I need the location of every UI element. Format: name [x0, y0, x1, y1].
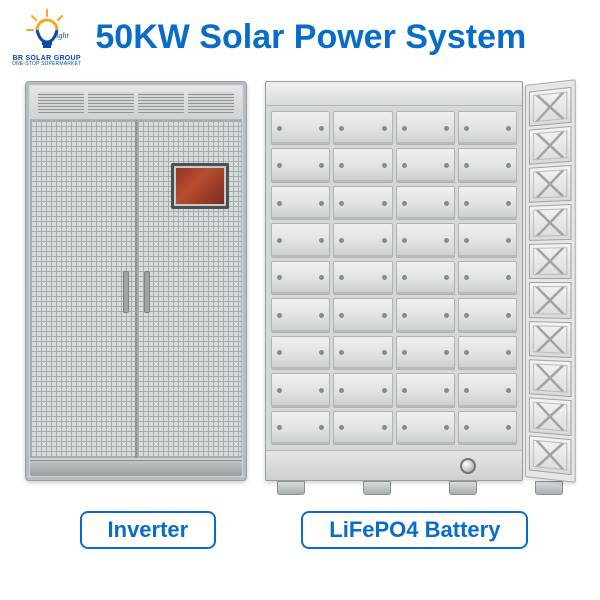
battery-module [333, 261, 392, 295]
battery-side-frame [525, 79, 576, 483]
battery-module [333, 186, 392, 220]
door-handle-icon [144, 271, 150, 313]
side-frame-row [529, 359, 572, 397]
battery-module [271, 336, 330, 370]
side-frame-row [529, 126, 572, 165]
battery-label: LiFePO4 Battery [301, 511, 528, 549]
battery-module [271, 186, 330, 220]
svg-text:light: light [54, 31, 69, 40]
battery-module [396, 148, 455, 182]
battery-module [271, 411, 330, 445]
battery-module [458, 336, 517, 370]
battery-module [333, 373, 392, 407]
page-title: 50KW Solar Power System [95, 18, 526, 57]
inverter-door-right [137, 120, 243, 458]
inverter-door-left [30, 120, 137, 458]
inverter-top-vents [30, 86, 242, 120]
battery-module [458, 186, 517, 220]
battery-module [333, 336, 392, 370]
battery-module-grid [266, 106, 522, 450]
battery-module [271, 298, 330, 332]
battery-module [458, 261, 517, 295]
battery-module [458, 148, 517, 182]
side-frame-row [529, 165, 572, 203]
side-frame-row [529, 397, 572, 436]
battery-switch-icon [460, 458, 476, 474]
battery-rack [265, 81, 575, 481]
side-frame-row [529, 282, 572, 318]
side-frame-row [529, 321, 572, 358]
battery-top-cap [266, 82, 522, 106]
header: light BR SOLAR GROUP ONE-STOP SUPERMARKE… [0, 0, 600, 71]
battery-module [458, 111, 517, 145]
inverter-label: Inverter [80, 511, 217, 549]
battery-module [458, 298, 517, 332]
battery-module [333, 111, 392, 145]
battery-module [271, 148, 330, 182]
battery-module [458, 411, 517, 445]
battery-module [458, 223, 517, 257]
battery-module [271, 261, 330, 295]
side-frame-row [529, 435, 572, 475]
battery-module [333, 223, 392, 257]
battery-module [333, 411, 392, 445]
battery-module [333, 148, 392, 182]
battery-module [333, 298, 392, 332]
battery-module [396, 298, 455, 332]
inverter-cabinet [25, 81, 247, 481]
inverter-screen [171, 163, 229, 209]
battery-module [396, 336, 455, 370]
battery-module [271, 373, 330, 407]
inverter-base [30, 460, 242, 476]
battery-module [458, 373, 517, 407]
side-frame-row [529, 87, 572, 127]
battery-base [266, 450, 522, 480]
logo-bulb-icon: light [24, 8, 70, 54]
battery-module [396, 223, 455, 257]
battery-module [396, 411, 455, 445]
battery-module [396, 373, 455, 407]
products-row [0, 71, 600, 481]
logo-tagline: ONE-STOP SUPERMARKET [12, 62, 81, 67]
battery-module [396, 111, 455, 145]
side-frame-row [529, 204, 572, 241]
brand-logo: light BR SOLAR GROUP ONE-STOP SUPERMARKE… [12, 8, 81, 67]
battery-module [396, 261, 455, 295]
battery-feet [265, 481, 575, 495]
battery-module [271, 111, 330, 145]
battery-module [271, 223, 330, 257]
battery-module [396, 186, 455, 220]
side-frame-row [529, 243, 572, 279]
door-handle-icon [123, 271, 129, 313]
battery-cabinet [265, 81, 523, 481]
